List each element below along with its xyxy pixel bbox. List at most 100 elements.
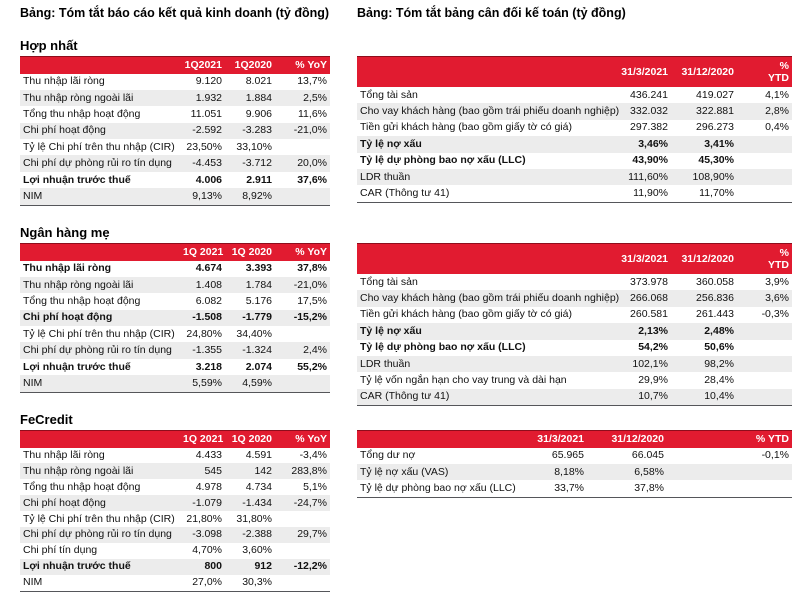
header-label-cell	[357, 56, 602, 87]
row-label: Tiền gửi khách hàng (bao gồm giấy tờ có …	[360, 308, 572, 321]
row-label: Tiền gửi khách hàng (bao gồm giấy tờ có …	[360, 121, 572, 134]
table-row: CAR (Thông tư 41) 11,90% 11,70%	[357, 185, 792, 202]
value-cell	[275, 575, 330, 591]
value-cell: 23,50%	[186, 140, 222, 153]
table-row: Cho vay khách hàng (bao gồm trái phiếu d…	[357, 103, 792, 120]
row-label: Tỷ lệ dự phòng bao nợ xấu (LLC)	[360, 481, 516, 494]
value-cell: 260.581	[630, 308, 668, 321]
value-cell: 11,90%	[633, 187, 668, 200]
row-label: Lợi nhuận trước thuế	[23, 173, 131, 186]
row-label: Thu nhập lãi ròng	[23, 448, 105, 461]
value-cell: 3,46%	[638, 137, 668, 150]
header-row: 31/3/2021 31/12/2020% YTD	[357, 56, 792, 87]
data-table: 1Q2021 1Q2020% YoY Thu nhập lãi ròng 9.120 8…	[20, 56, 330, 206]
table-row: Thu nhập lãi ròng 4.433 4.591 -3,4%	[20, 448, 330, 464]
value-cell	[737, 169, 792, 185]
income-statement-table-fecredit: 1Q 2021 1Q 2020% YoY Thu nhập lãi ròng 4.43…	[20, 430, 330, 592]
value-cell: -4.453	[192, 157, 222, 170]
header-cell: 31/3/2021	[517, 430, 587, 448]
value-cell: -21,0%	[293, 124, 327, 137]
row-label: Chi phí hoạt động	[23, 124, 106, 137]
value-cell: 24,80%	[186, 327, 222, 340]
table-row: Chi phí hoạt động -1.508 -1.779 -15,2%	[20, 309, 330, 327]
value-cell: 266.068	[630, 292, 668, 305]
value-cell: 5,59%	[192, 376, 222, 389]
value-cell: 261.443	[696, 308, 734, 321]
table-row: Chi phí tín dụng 4,70% 3,60%	[20, 543, 330, 559]
value-cell: 419.027	[696, 88, 734, 101]
section-title-fecredit: FeCredit	[20, 412, 73, 427]
value-cell	[737, 185, 792, 202]
value-cell: 142	[254, 464, 272, 477]
value-cell: 1.884	[245, 91, 272, 104]
value-cell: 34,40%	[236, 327, 272, 340]
value-cell	[737, 153, 792, 169]
value-cell: 2.074	[245, 360, 272, 373]
row-label: Tổng tài sản	[360, 275, 418, 288]
table-row: Tổng thu nhập hoạt động 11.051 9.906 11,6%	[20, 106, 330, 122]
table-row: Thu nhập ròng ngoài lãi 1.408 1.784 -21,0%	[20, 276, 330, 294]
data-table: 1Q 2021 1Q 2020% YoY Thu nhập lãi ròng 4.67…	[20, 243, 330, 393]
value-cell	[275, 543, 330, 559]
row-label: Chi phí dự phòng rủi ro tín dụng	[23, 344, 172, 357]
section-title-parent-bank: Ngân hàng mẹ	[20, 225, 110, 240]
row-label: Thu nhập ròng ngoài lãi	[23, 278, 134, 291]
table-row: Thu nhập ròng ngoài lãi 1.932 1.884 2,5%	[20, 89, 330, 107]
header-cell: 31/12/2020	[671, 56, 737, 87]
table-row: Tỷ lệ dự phòng bao nợ xấu (LLC) 33,7% 37,8…	[357, 480, 792, 497]
table-row: NIM 27,0% 30,3%	[20, 575, 330, 591]
value-cell: 3,6%	[765, 292, 789, 305]
table-row: Tổng dư nợ 65.965 66.045 -0,1%	[357, 448, 792, 464]
header-cell: % YoY	[275, 56, 330, 74]
value-cell: 9,13%	[192, 189, 222, 202]
value-cell: 4.734	[245, 480, 272, 493]
row-label: LDR thuần	[360, 357, 411, 370]
value-cell: 98,2%	[704, 357, 734, 370]
value-cell: 17,5%	[297, 294, 327, 307]
value-cell: 10,7%	[638, 390, 668, 403]
value-cell: -3.712	[242, 157, 272, 170]
value-cell: 436.241	[630, 88, 668, 101]
header-cell: % YTD	[737, 243, 792, 274]
row-label: Tổng dư nợ	[360, 449, 416, 462]
value-cell: 55,2%	[297, 360, 327, 373]
row-label: NIM	[23, 576, 43, 589]
row-label: Tổng thu nhập hoạt động	[23, 294, 141, 307]
value-cell: 3,41%	[704, 137, 734, 150]
value-cell: 4.674	[195, 262, 222, 275]
row-label: Thu nhập ròng ngoài lãi	[23, 91, 134, 104]
value-cell	[667, 480, 792, 497]
value-cell: 33,7%	[554, 481, 584, 494]
value-cell: 37,8%	[634, 481, 664, 494]
value-cell: -1.355	[192, 344, 222, 357]
value-cell: 10,4%	[704, 390, 734, 403]
value-cell: 1.784	[245, 278, 272, 291]
table-row: Lợi nhuận trước thuế 4.006 2.911 37,6%	[20, 172, 330, 188]
value-cell: -1.508	[192, 311, 222, 324]
value-cell: 2,8%	[765, 105, 789, 118]
value-cell: 54,2%	[638, 341, 668, 354]
row-label: Tỷ lệ dự phòng bao nợ xấu (LLC)	[360, 154, 526, 167]
value-cell: 66.045	[631, 449, 664, 462]
table-row: Tỷ lệ dự phòng bao nợ xấu (LLC) 54,2% 50,6…	[357, 340, 792, 356]
row-label: Chi phí dự phòng rủi ro tín dụng	[23, 157, 172, 170]
row-label: Tỷ lệ Chi phí trên thu nhập (CIR)	[23, 512, 175, 525]
table-row: LDR thuần 111,60% 108,90%	[357, 168, 792, 186]
value-cell	[275, 375, 330, 392]
value-cell: 2,4%	[303, 344, 327, 357]
value-cell: 5,1%	[303, 480, 327, 493]
table-row: Tiền gửi khách hàng (bao gồm giấy tờ có …	[357, 120, 792, 136]
value-cell: 3,9%	[765, 275, 789, 288]
data-table: 31/3/2021 31/12/2020% YTD Tổng dư nợ 65.965…	[357, 430, 792, 498]
value-cell: 11.051	[190, 107, 222, 120]
value-cell: 3.393	[245, 262, 272, 275]
header-cell: 1Q 2021	[180, 430, 225, 448]
row-label: Chi phí hoạt động	[23, 496, 106, 509]
data-table: 1Q 2021 1Q 2020% YoY Thu nhập lãi ròng 4.43…	[20, 430, 330, 592]
value-cell: 31,80%	[236, 512, 272, 525]
row-label: Tỷ lệ nợ xấu	[360, 137, 422, 150]
table-row: CAR (Thông tư 41) 10,7% 10,4%	[357, 388, 792, 406]
value-cell: -3.283	[242, 124, 272, 137]
value-cell: 4.591	[245, 448, 272, 461]
value-cell: 28,4%	[704, 374, 734, 387]
